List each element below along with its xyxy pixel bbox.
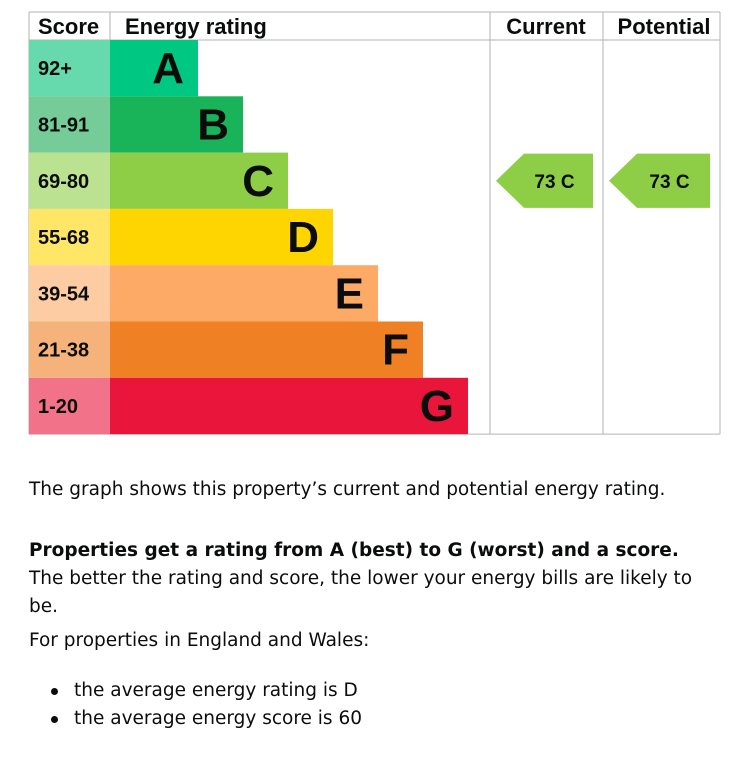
band-letter-e: E xyxy=(335,269,364,318)
score-range-a: 92+ xyxy=(38,58,72,80)
band-letter-f: F xyxy=(382,326,409,375)
rating-explanation-bold: Properties get a rating from A (best) to… xyxy=(29,540,679,561)
average-rating-item: the average energy rating is D xyxy=(29,677,362,705)
score-cell-d xyxy=(29,208,110,266)
score-range-c: 69-80 xyxy=(38,171,89,193)
rating-explanation-rest: The better the rating and score, the low… xyxy=(29,568,693,617)
chart-headers: Score Energy rating Current Potential xyxy=(38,14,710,39)
band-bar-f xyxy=(110,321,423,378)
score-cell-f xyxy=(29,321,110,378)
score-cell-e xyxy=(29,265,110,322)
rating-arrows: 73 C 73 C xyxy=(496,153,710,208)
score-cell-g xyxy=(29,377,110,435)
band-letter-a: A xyxy=(152,44,184,93)
score-cell-c xyxy=(29,152,110,209)
header-potential: Potential xyxy=(618,14,711,39)
region-intro: For properties in England and Wales: xyxy=(29,630,370,651)
band-letter-b: B xyxy=(197,100,229,149)
band-letter-g: G xyxy=(420,382,454,431)
rating-explanation: Properties get a rating from A (best) to… xyxy=(29,537,719,621)
score-cell-b xyxy=(29,96,110,153)
potential-arrow-label: 73 C xyxy=(649,172,689,193)
header-score: Score xyxy=(38,14,99,39)
score-range-f: 21-38 xyxy=(38,340,89,362)
average-list: the average energy rating is D the avera… xyxy=(29,677,362,733)
current-arrow xyxy=(496,153,593,208)
energy-rating-chart: 92+ A81-91 B69-80 C55-68 D39-54 E21-38 F1-20 G … xyxy=(28,11,721,435)
score-range-e: 39-54 xyxy=(38,283,90,305)
score-range-b: 81-91 xyxy=(38,114,89,136)
score-range-g: 1-20 xyxy=(38,396,78,418)
score-range-d: 55-68 xyxy=(38,227,89,249)
band-bar-c xyxy=(110,152,288,209)
band-bar-b xyxy=(110,96,243,153)
potential-arrow xyxy=(609,153,710,208)
band-letter-d: D xyxy=(287,213,319,262)
graph-note: The graph shows this property’s current … xyxy=(29,479,666,500)
average-score-item: the average energy score is 60 xyxy=(29,705,362,733)
current-arrow-label: 73 C xyxy=(534,172,574,193)
band-bar-a xyxy=(110,40,198,97)
header-current: Current xyxy=(506,14,586,39)
band-bar-d xyxy=(110,208,333,266)
band-letter-c: C xyxy=(242,157,274,206)
band-bar-g xyxy=(110,377,468,435)
header-energy-rating: Energy rating xyxy=(125,14,267,39)
rating-bars: 92+ A 81-91 B 69-80 C 55-68 D 39-54 E 21-38 F 1-20 G xyxy=(29,40,468,435)
score-cell-a xyxy=(29,40,110,97)
band-bar-e xyxy=(110,265,378,322)
